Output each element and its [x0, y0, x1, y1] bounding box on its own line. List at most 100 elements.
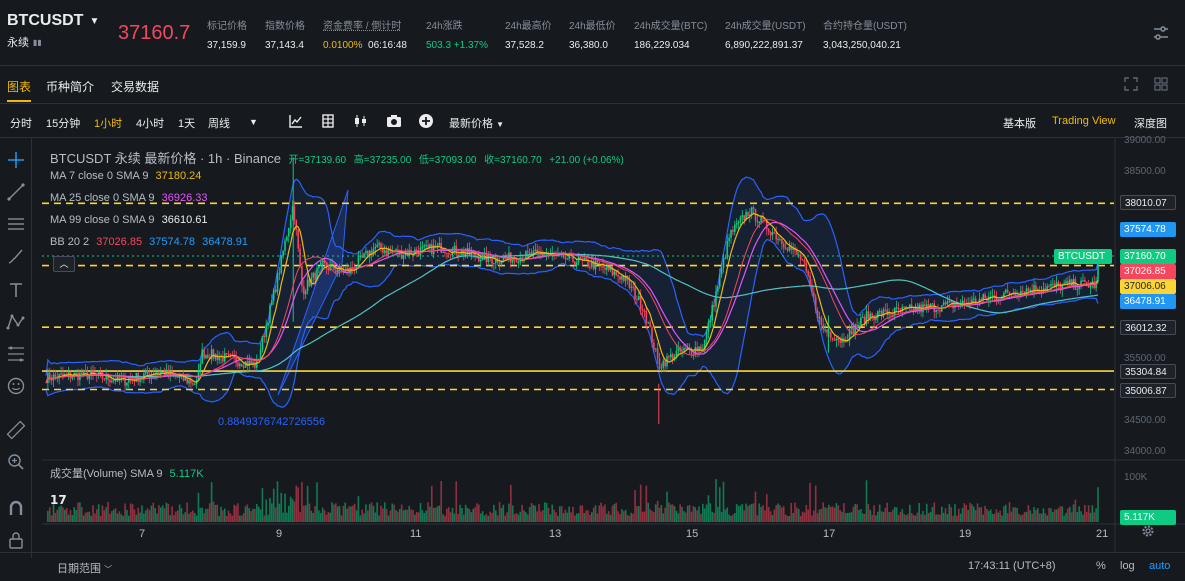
timeframe-1h[interactable]: 1小时 [94, 118, 123, 130]
emoji-icon[interactable] [6, 376, 26, 396]
trend-line-icon[interactable] [6, 182, 26, 202]
candle-body [446, 253, 448, 255]
fib-icon[interactable] [6, 344, 26, 364]
pattern-icon[interactable] [6, 312, 26, 332]
volume-bar [897, 514, 900, 522]
timeframe-1d[interactable]: 1天 [178, 118, 196, 130]
fullscreen-icon[interactable] [1124, 77, 1138, 91]
symbol-name[interactable]: BTCUSDT [7, 12, 84, 29]
date-range-button[interactable]: 日期范围 ﹀ [57, 560, 112, 576]
volume-bar [99, 515, 102, 522]
magnet-icon[interactable] [6, 498, 26, 518]
stat-funding-rate[interactable]: 资金费率 / 倒计时 0.0100% 06:16:48 [323, 17, 407, 51]
view-tradingview[interactable]: Trading View [1052, 115, 1116, 127]
price-type-label[interactable]: 最新价格 [449, 118, 493, 130]
legend-ma99[interactable]: MA 99 close 0 SMA 9 36610.61 [50, 214, 212, 226]
sliders-icon[interactable] [1152, 24, 1170, 42]
caret-down-icon[interactable]: ▼ [496, 120, 504, 129]
volume-bar [905, 515, 907, 522]
horizontal-lines-icon[interactable] [6, 214, 26, 234]
crosshair-icon[interactable] [6, 150, 26, 170]
legend-volume[interactable]: 成交量(Volume) SMA 9 5.117K [50, 465, 208, 481]
volume-bar [190, 512, 192, 522]
view-basic[interactable]: 基本版 [1003, 118, 1036, 130]
volume-bar [423, 513, 426, 522]
volume-bar [972, 506, 975, 522]
stat-label[interactable]: 资金费率 / 倒计时 [323, 21, 402, 32]
volume-bar [899, 511, 902, 522]
legend-ma7[interactable]: MA 7 close 0 SMA 9 37180.24 [50, 170, 205, 182]
ruler-icon[interactable] [6, 420, 26, 440]
volume-bar [50, 515, 53, 522]
auto-scale-button[interactable]: auto [1149, 560, 1171, 572]
candle-body [653, 342, 655, 350]
camera-icon[interactable] [386, 113, 402, 129]
grid-layout-icon[interactable] [1154, 77, 1168, 91]
volume-bar [468, 509, 471, 522]
candlestick-icon[interactable] [353, 113, 369, 129]
date-range-label[interactable]: 日期范围 [57, 563, 101, 575]
candle-body [782, 243, 785, 248]
timeframe-4h[interactable]: 4小时 [136, 118, 165, 130]
timezone-clock[interactable]: 17:43:11 (UTC+8) [968, 560, 1056, 572]
timeframe-15m[interactable]: 15分钟 [46, 118, 81, 130]
candle-body [289, 219, 292, 229]
text-icon[interactable] [6, 280, 26, 300]
zoom-in-icon[interactable] [6, 452, 26, 472]
gear-icon[interactable] [1141, 524, 1155, 538]
price-tag-36012: 36012.32 [1120, 320, 1176, 335]
volume-bar [893, 506, 896, 522]
price-chart[interactable] [0, 0, 1185, 552]
candle-body [845, 341, 847, 343]
candle-body [323, 261, 326, 264]
candle-body [246, 361, 249, 366]
caret-down-icon[interactable]: ▼ [89, 15, 100, 27]
candle-body [950, 301, 953, 303]
brush-icon[interactable] [6, 246, 26, 266]
timeframe-1min[interactable]: 分时 [10, 118, 32, 130]
candle-body [52, 374, 55, 381]
candle-body [408, 249, 411, 256]
candle-body [835, 338, 838, 341]
candle-body [685, 348, 687, 350]
price-axis-tick: 34000.00 [1124, 446, 1166, 457]
candle-body [462, 250, 465, 256]
candle-body [993, 295, 996, 297]
candle-body [865, 311, 868, 325]
log-scale-button[interactable]: log [1120, 560, 1135, 572]
candle-body [1053, 283, 1056, 287]
chart-type-icon[interactable] [320, 113, 336, 129]
candle-body [478, 256, 480, 262]
symbol-selector[interactable]: BTCUSDT ▼ 永续 ▮▮ [7, 12, 99, 50]
tab-coin-info[interactable]: 币种简介 [46, 80, 95, 94]
tab-trading-data[interactable]: 交易数据 [111, 80, 160, 94]
timeframe-more-caret-icon[interactable]: ▼ [249, 117, 258, 127]
chevron-down-icon[interactable]: ﹀ [104, 565, 113, 574]
plus-circle-icon[interactable] [418, 113, 434, 129]
volume-bar [892, 509, 894, 522]
volume-bar [666, 491, 668, 522]
candle-body [493, 262, 495, 264]
candle-body [931, 303, 934, 305]
percent-scale-button[interactable]: % [1096, 560, 1106, 572]
collapse-legend-button[interactable]: ︿ [53, 256, 75, 272]
volume-bar [686, 505, 689, 522]
indicator-chart-icon[interactable] [288, 113, 304, 129]
view-depth[interactable]: 深度图 [1134, 118, 1167, 130]
volume-bar [77, 502, 79, 522]
price-type-select[interactable]: 最新价格 ▼ [449, 115, 504, 131]
stat-value: 3,043,250,040.21 [823, 40, 901, 51]
candle-body [203, 349, 205, 359]
volume-bar [781, 507, 783, 522]
volume-bar [954, 504, 956, 522]
legend-ma25[interactable]: MA 25 close 0 SMA 9 36926.33 [50, 192, 212, 204]
volume-bar [263, 515, 266, 522]
tab-chart[interactable]: 图表 [7, 80, 32, 94]
timeframe-1w[interactable]: 周线 [208, 118, 230, 130]
volume-bar [203, 513, 205, 522]
candle-body [784, 247, 787, 250]
legend-bb[interactable]: BB 20 2 37026.85 37574.78 36478.91 [50, 236, 252, 248]
volume-bar [114, 508, 117, 522]
lock-icon[interactable] [6, 530, 26, 550]
